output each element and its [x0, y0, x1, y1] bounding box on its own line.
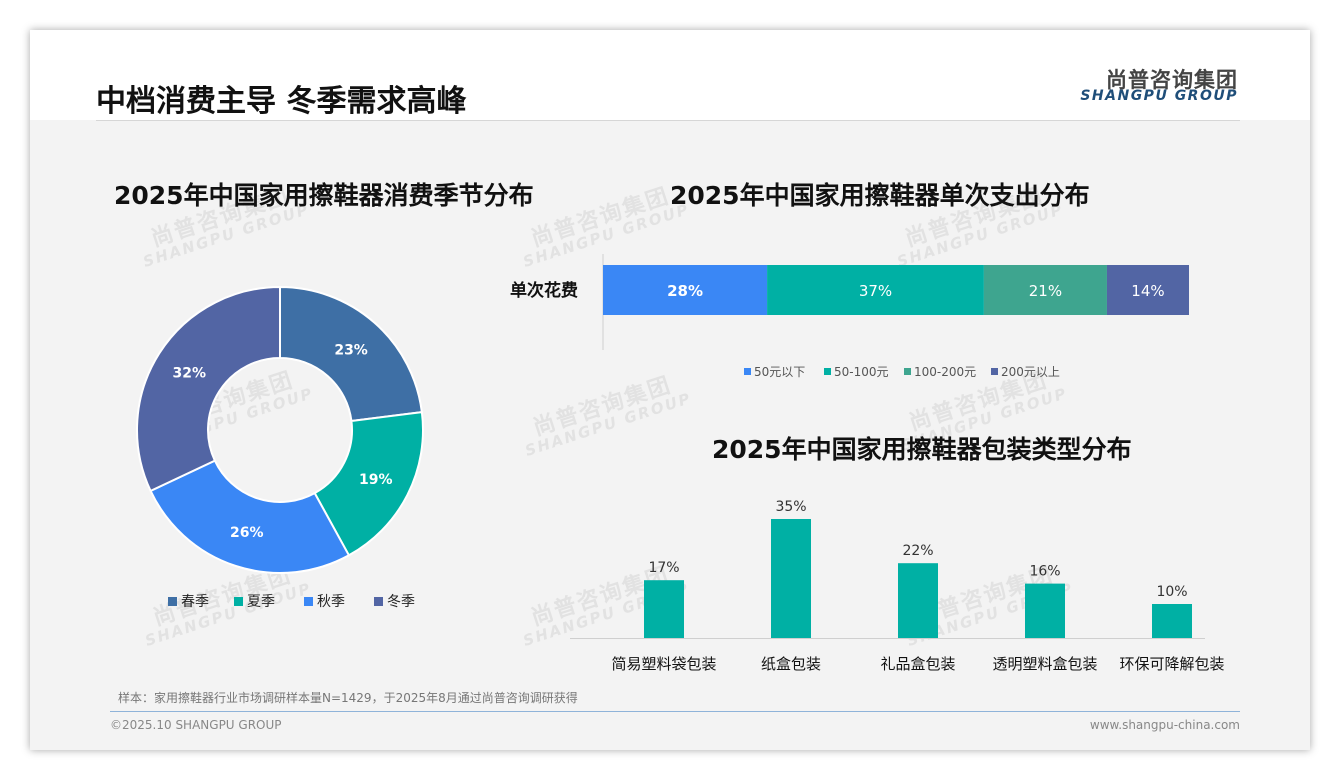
copyright: ©2025.10 SHANGPU GROUP — [110, 718, 282, 732]
bar-segment — [1106, 265, 1189, 315]
logo-text-cn: 尚普咨询集团 — [1106, 68, 1238, 92]
legend-swatch — [904, 368, 911, 375]
website-link[interactable]: www.shangpu-china.com — [1089, 718, 1240, 732]
legend-label: 冬季 — [387, 594, 415, 610]
legend-swatch — [234, 597, 243, 606]
bar-data-label: 37% — [859, 282, 892, 300]
legend-swatch — [304, 597, 313, 606]
legend-swatch — [168, 597, 177, 606]
donut-data-label: 26% — [230, 525, 264, 541]
bar-data-label: 28% — [667, 282, 703, 300]
bar-data-label: 14% — [1131, 282, 1164, 300]
page-title: 中档消费主导 冬季需求高峰 — [96, 84, 467, 119]
donut-data-label: 23% — [334, 342, 368, 358]
donut-chart: 23% 19% 26% 32% 春季 夏季 秋季 冬季 — [136, 285, 424, 610]
x-tick-label: 简易塑料袋包装 — [611, 655, 716, 673]
logo-text-en: SHANGPU GROUP — [1080, 88, 1238, 104]
bar-segment — [983, 265, 1107, 315]
x-tick-label: 环保可降解包装 — [1119, 655, 1224, 673]
legend-label: 50-100元 — [834, 365, 889, 379]
legend-label: 100-200元 — [914, 365, 976, 379]
legend-swatch — [374, 597, 383, 606]
column-bar — [1152, 604, 1192, 638]
bar-segment — [603, 265, 768, 315]
stacked-bar-chart: 单次花费 28% 37% 21% 14% 50元以下 50-100元 100-200元 200元… — [510, 254, 1189, 379]
column-data-label: 22% — [902, 543, 933, 559]
x-tick-label: 纸盒包装 — [761, 655, 821, 673]
legend-label: 春季 — [181, 594, 209, 610]
donut-data-label: 19% — [359, 472, 393, 488]
legend-swatch — [991, 368, 998, 375]
column-chart-title: 2025年中国家用擦鞋器包装类型分布 — [712, 435, 1132, 464]
donut-slice — [136, 285, 281, 493]
donut-data-label: 32% — [172, 365, 206, 381]
legend-label: 秋季 — [317, 594, 345, 610]
legend-label: 50元以下 — [754, 365, 805, 379]
donut-chart-title: 2025年中国家用擦鞋器消费季节分布 — [114, 181, 534, 210]
legend-label: 夏季 — [247, 594, 275, 610]
donut-slice — [149, 459, 351, 574]
column-bar — [644, 580, 684, 638]
column-data-label: 17% — [648, 560, 679, 576]
x-tick-label: 透明塑料盒包装 — [992, 655, 1097, 673]
slide: 中档消费主导 冬季需求高峰 尚普咨询集团 SHANGPU GROUP 尚普咨询集… — [30, 30, 1310, 750]
legend-label: 200元以上 — [1001, 365, 1060, 379]
donut-slice — [313, 410, 424, 557]
donut-slice — [279, 285, 423, 423]
column-data-label: 35% — [775, 499, 806, 515]
legend-swatch — [744, 368, 751, 375]
sample-footnote: 样本：家用擦鞋器行业市场调研样本量N=1429，于2025年8月通过尚普咨询调研… — [118, 691, 578, 705]
column-bar — [898, 563, 938, 638]
column-data-label: 16% — [1029, 564, 1060, 580]
header-divider — [96, 120, 1240, 121]
footer-divider — [110, 711, 1240, 712]
legend-swatch — [824, 368, 831, 375]
x-tick-label: 礼品盒包装 — [880, 655, 955, 673]
stacked-bar-chart-title: 2025年中国家用擦鞋器单次支出分布 — [670, 181, 1090, 210]
column-bar — [1025, 583, 1065, 638]
bar-data-label: 21% — [1029, 282, 1062, 300]
column-bar — [771, 519, 811, 638]
header-band — [30, 30, 1310, 120]
category-label: 单次花费 — [510, 280, 578, 301]
column-chart: 17% 简易塑料袋包装 35% 纸盒包装 22% 礼品盒包装 16% 透明塑料盒包装 10% 环保… — [570, 499, 1225, 673]
column-data-label: 10% — [1156, 584, 1187, 600]
bar-segment — [767, 265, 984, 315]
